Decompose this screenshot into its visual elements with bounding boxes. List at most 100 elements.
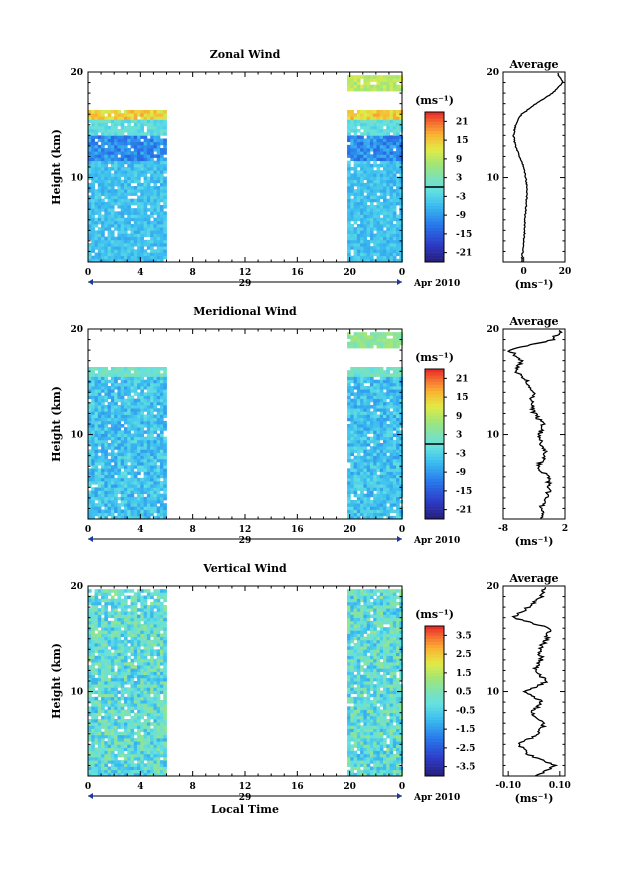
heatmap-cells (88, 332, 404, 520)
colorbar-tick-label: -21 (456, 249, 472, 259)
date-label: 29 (239, 536, 252, 546)
x-tick-label: 12 (239, 268, 252, 278)
x-tick-label: 0 (85, 782, 91, 792)
x-tick-label: 0 (85, 268, 91, 278)
x-tick-label: 8 (190, 525, 196, 535)
average-frame (502, 585, 566, 777)
date-bar-arrow-left (88, 793, 93, 799)
average-profile: Average 20 10 0 20 (ms⁻¹) (486, 58, 571, 291)
average-title: Average (508, 572, 558, 585)
heatmap-cells (88, 75, 404, 263)
average-y-tick-label: 20 (486, 325, 499, 335)
average-title: Average (508, 315, 558, 328)
average-x-tick-label: 20 (559, 267, 572, 277)
y-tick-label: 20 (70, 325, 83, 335)
colorbar-tick-label: -2.5 (456, 744, 475, 754)
colorbar (425, 369, 444, 520)
colorbar-tick-label: 21 (456, 117, 469, 127)
month-label: Apr 2010 (413, 279, 460, 289)
x-tick-label: 20 (343, 782, 356, 792)
month-label: Apr 2010 (413, 536, 460, 546)
panel-title: Vertical Wind (202, 562, 287, 575)
average-y-tick-label: 20 (486, 582, 499, 592)
x-tick-label: 8 (190, 268, 196, 278)
average-x-tick-label: 0 (521, 267, 527, 277)
x-tick-label: 12 (239, 525, 252, 535)
average-x-label: (ms⁻¹) (515, 535, 554, 548)
colorbar-tick-label: -9 (456, 211, 466, 221)
average-y-tick-label: 10 (486, 174, 499, 184)
x-tick-label: 0 (399, 782, 405, 792)
date-bar-arrow-right (397, 536, 402, 542)
average-profile: Average 20 10 -8 2 (ms⁻¹) (486, 315, 568, 548)
average-frame (502, 328, 566, 520)
x-tick-label: 12 (239, 782, 252, 792)
panel-3: Vertical Wind 20 10 0 4 8 12 16 20 0 29 Apr 2010 Hei… (50, 562, 571, 816)
average-line (511, 587, 559, 777)
y-tick-label: 10 (70, 431, 83, 441)
panel-title: Zonal Wind (210, 48, 281, 61)
x-tick-label: 16 (291, 268, 304, 278)
colorbar-tick-label: 9 (456, 155, 462, 165)
date-label: 29 (239, 793, 252, 803)
average-y-tick-label: 10 (486, 688, 499, 698)
x-axis-label: Local Time (211, 803, 279, 816)
y-tick-label: 20 (70, 68, 83, 78)
average-line (512, 72, 564, 263)
month-label: Apr 2010 (413, 793, 460, 803)
average-x-tick-label: -0.10 (495, 781, 521, 791)
x-tick-label: 4 (137, 268, 143, 278)
colorbar-unit: (ms⁻¹) (415, 94, 454, 107)
colorbar-tick-label: 1.5 (456, 669, 472, 679)
colorbar-unit: (ms⁻¹) (415, 608, 454, 621)
colorbar-tick-label: 2.5 (456, 650, 472, 660)
heatmap-cells (88, 589, 404, 777)
colorbar-tick-label: 3 (456, 431, 462, 441)
colorbar-tick-label: -9 (456, 468, 466, 478)
x-tick-label: 4 (137, 782, 143, 792)
colorbar-tick-label: 3 (456, 174, 462, 184)
panel-title: Meridional Wind (193, 305, 297, 318)
y-tick-label: 10 (70, 688, 83, 698)
colorbar-tick-label: 9 (456, 412, 462, 422)
average-y-tick-label: 10 (486, 431, 499, 441)
x-tick-label: 0 (399, 268, 405, 278)
colorbar-tick-label: 21 (456, 374, 469, 384)
average-x-tick-label: 2 (562, 524, 568, 534)
average-frame (502, 71, 566, 263)
colorbar (425, 112, 444, 263)
average-x-tick-label: 0.10 (549, 781, 571, 791)
date-bar-arrow-left (88, 279, 93, 285)
average-y-tick-label: 20 (486, 68, 499, 78)
average-x-label: (ms⁻¹) (515, 792, 554, 805)
colorbar-tick-label: -3 (456, 449, 466, 459)
date-label: 29 (239, 279, 252, 289)
colorbar-frame (424, 625, 445, 777)
y-tick-label: 10 (70, 174, 83, 184)
colorbar-tick-label: 15 (456, 136, 469, 146)
colorbar-tick-label: -15 (456, 230, 472, 240)
colorbar-tick-label: -3.5 (456, 763, 475, 773)
average-x-label: (ms⁻¹) (515, 278, 554, 291)
colorbar-unit: (ms⁻¹) (415, 351, 454, 364)
colorbar-tick-label: -1.5 (456, 725, 475, 735)
date-bar-arrow-right (397, 793, 402, 799)
colorbar-tick-label: 0.5 (456, 688, 472, 698)
colorbar (425, 626, 444, 777)
x-tick-label: 8 (190, 782, 196, 792)
x-tick-label: 16 (291, 782, 304, 792)
y-axis-label: Height (km) (50, 643, 63, 719)
average-title: Average (508, 58, 558, 71)
y-axis-label: Height (km) (50, 129, 63, 205)
colorbar-tick-label: -0.5 (456, 706, 475, 716)
x-tick-label: 16 (291, 525, 304, 535)
average-x-tick-label: -8 (498, 524, 508, 534)
date-bar-arrow-right (397, 279, 402, 285)
x-tick-label: 0 (85, 525, 91, 535)
x-tick-label: 20 (343, 525, 356, 535)
average-profile: Average 20 10 -0.10 0.10(ms⁻¹) (486, 572, 570, 805)
x-tick-label: 4 (137, 525, 143, 535)
x-tick-label: 20 (343, 268, 356, 278)
panel-1: Zonal Wind 20 10 0 4 8 12 16 20 0 29 Apr 2010 Height… (50, 48, 571, 291)
